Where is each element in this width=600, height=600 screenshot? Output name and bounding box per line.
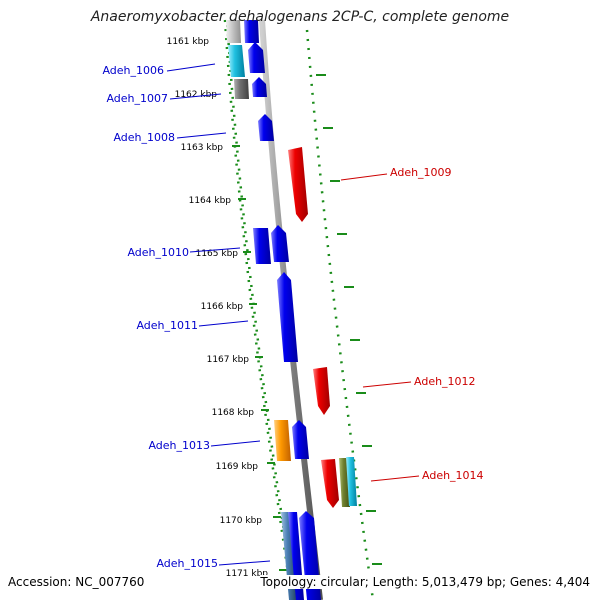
gene-feature[interactable] xyxy=(228,45,245,77)
gene-label[interactable]: Adeh_1010 xyxy=(127,246,189,259)
gene-label[interactable]: Adeh_1012 xyxy=(414,375,476,388)
gene-label[interactable]: Adeh_1009 xyxy=(390,166,452,179)
gene-feature[interactable] xyxy=(274,420,291,461)
forward-genes xyxy=(226,20,321,600)
map-title: Anaeromyxobacter dehalogenans 2CP-C, com… xyxy=(90,9,510,25)
scale-label: 1165 kbp xyxy=(196,249,239,259)
scale-label: 1161 kbp xyxy=(167,37,210,47)
gene-feature[interactable] xyxy=(271,225,289,262)
gene-label[interactable]: Adeh_1015 xyxy=(156,557,218,570)
scale-label: 1167 kbp xyxy=(207,355,250,365)
gene-label[interactable]: Adeh_1014 xyxy=(422,469,484,482)
scale-label: 1168 kbp xyxy=(212,408,255,418)
scale-label: 1162 kbp xyxy=(175,90,218,100)
gene-label[interactable]: Adeh_1007 xyxy=(106,92,168,105)
gene-labels: Adeh_1006 Adeh_1007 Adeh_1008 Adeh_1009 … xyxy=(102,64,483,570)
scale-label: 1169 kbp xyxy=(216,462,259,472)
reverse-genes xyxy=(288,147,357,508)
gene-feature[interactable] xyxy=(252,77,267,97)
gene-feature[interactable] xyxy=(313,367,330,415)
gene-feature[interactable] xyxy=(321,459,339,508)
gene-label[interactable]: Adeh_1008 xyxy=(113,131,175,144)
gene-feature[interactable] xyxy=(248,42,265,73)
scale-label: 1166 kbp xyxy=(201,302,244,312)
gene-feature[interactable] xyxy=(277,272,298,362)
scale-label: 1171 kbp xyxy=(226,569,269,579)
scale-label: 1170 kbp xyxy=(220,516,263,526)
scale-label: 1163 kbp xyxy=(181,143,224,153)
scale-labels: 1161 kbp 1162 kbp 1163 kbp 1164 kbp 1165… xyxy=(167,37,269,579)
inner-left-ring xyxy=(225,19,296,600)
gene-feature[interactable] xyxy=(253,228,271,264)
gene-feature[interactable] xyxy=(346,457,357,506)
gene-label[interactable]: Adeh_1013 xyxy=(148,439,210,452)
gene-label[interactable]: Adeh_1011 xyxy=(136,319,198,332)
gene-feature[interactable] xyxy=(244,20,259,43)
scale-label: 1164 kbp xyxy=(189,196,232,206)
label-leaders xyxy=(166,63,420,566)
genome-stats-text: Topology: circular; Length: 5,013,479 bp… xyxy=(260,575,590,589)
scale-ticks xyxy=(231,39,382,571)
gene-label[interactable]: Adeh_1006 xyxy=(102,64,164,77)
gene-feature[interactable] xyxy=(292,420,309,459)
gene-feature[interactable] xyxy=(226,20,241,43)
gene-feature[interactable] xyxy=(258,114,274,141)
accession-text: Accession: NC_007760 xyxy=(8,575,145,589)
gene-feature[interactable] xyxy=(288,147,308,222)
outer-right-ring xyxy=(305,29,375,600)
gene-feature[interactable] xyxy=(234,79,249,99)
